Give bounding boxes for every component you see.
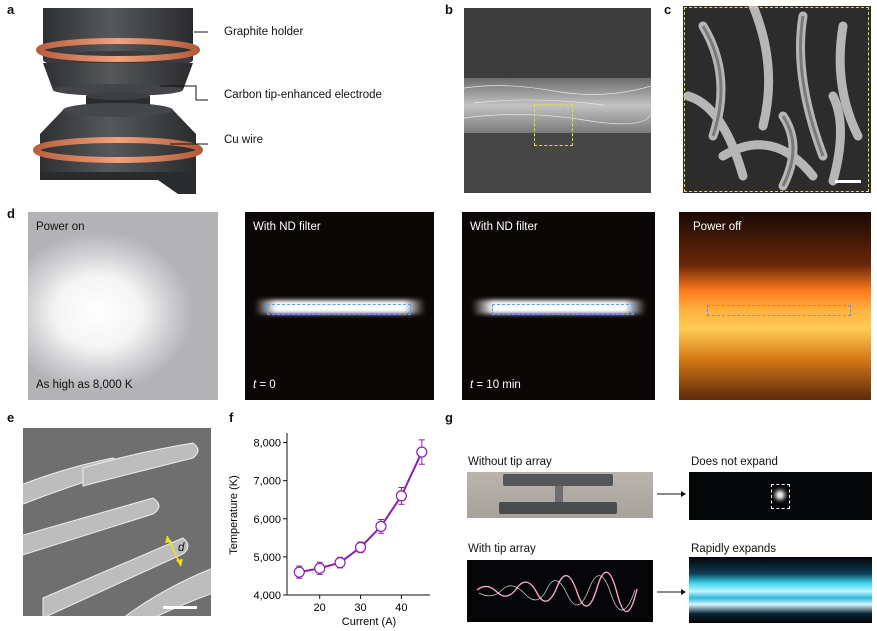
power-on-label: Power on bbox=[36, 221, 85, 233]
time-label-t0: t = 0 bbox=[253, 379, 276, 391]
panel-label-g: g bbox=[445, 410, 453, 425]
spark-region-box bbox=[771, 484, 790, 509]
power-off-label: Power off bbox=[693, 221, 742, 233]
diameter-label: d bbox=[178, 542, 185, 554]
without-tip-label: Without tip array bbox=[468, 456, 552, 468]
max-temperature-label: As high as 8,000 K bbox=[36, 379, 133, 391]
annotation-leaders bbox=[160, 31, 208, 145]
zoom-region-box bbox=[534, 104, 573, 146]
electrode-label: Carbon tip-enhanced electrode bbox=[224, 89, 382, 101]
y-tick-label: 7,000 bbox=[253, 476, 281, 488]
sem-tips: d bbox=[23, 428, 211, 616]
data-point bbox=[375, 520, 387, 532]
temperature-current-chart: Temperature (K) Current (A) 4,000 5,000 6,… bbox=[228, 433, 430, 628]
with-tip-label: With tip array bbox=[468, 543, 536, 555]
arrow-connector-bottom bbox=[657, 589, 686, 595]
y-axis-label: Temperature (K) bbox=[228, 475, 240, 554]
tip-array-art bbox=[476, 571, 638, 613]
y-tick-label: 4,000 bbox=[253, 590, 281, 602]
does-not-expand-photo bbox=[689, 472, 872, 520]
power-on-photo: Power on As high as 8,000 K bbox=[28, 212, 218, 400]
data-point bbox=[416, 446, 428, 458]
without-tip-photo bbox=[467, 472, 653, 518]
sem-tips-art bbox=[23, 442, 211, 616]
scale-bar bbox=[835, 180, 861, 183]
y-tick-label: 5,000 bbox=[253, 552, 281, 564]
graphite-holder-label: Graphite holder bbox=[224, 26, 304, 38]
time-label-t10: t = 10 min bbox=[470, 379, 521, 391]
sem-fibres bbox=[683, 6, 871, 193]
data-point bbox=[395, 490, 407, 502]
panel-label-a: a bbox=[7, 2, 15, 17]
x-axis-label: Current (A) bbox=[342, 616, 396, 628]
zoom-frame bbox=[684, 7, 869, 192]
y-tick-label: 8,000 bbox=[253, 438, 281, 450]
panel-label-d: d bbox=[7, 206, 15, 221]
panel-label-f: f bbox=[229, 410, 234, 425]
not-expand-label: Does not expand bbox=[691, 456, 778, 468]
data-point bbox=[293, 566, 305, 578]
lower-electrode bbox=[499, 502, 617, 514]
bottom-copper-coil bbox=[33, 137, 203, 163]
with-tip-photo bbox=[467, 560, 653, 622]
series-line bbox=[299, 451, 423, 574]
cu-wire-label: Cu wire bbox=[224, 134, 263, 146]
panel-label-c: c bbox=[664, 2, 672, 17]
top-copper-coil bbox=[36, 38, 200, 62]
plasma-glow bbox=[255, 300, 425, 314]
measurement-region-box bbox=[707, 305, 851, 316]
x-tick-label: 20 bbox=[314, 602, 326, 614]
data-point bbox=[334, 557, 346, 569]
data-point bbox=[314, 562, 326, 574]
panel-label-b: b bbox=[445, 2, 453, 17]
upper-electrode bbox=[503, 474, 613, 486]
expands-label: Rapidly expands bbox=[691, 543, 777, 555]
time-var: t bbox=[470, 379, 474, 391]
x-tick-label: 30 bbox=[354, 602, 366, 614]
diameter-arrow bbox=[165, 535, 183, 567]
measurement-region-box bbox=[267, 304, 411, 315]
electrode-gap bbox=[555, 486, 563, 502]
bottom-graphite-holder bbox=[40, 92, 196, 194]
nd-filter-label: With ND filter bbox=[253, 221, 321, 233]
time-value: = 10 min bbox=[473, 379, 521, 391]
sem-fibres-art bbox=[683, 6, 863, 191]
arrow-connector-top bbox=[657, 491, 686, 497]
data-point bbox=[354, 541, 367, 553]
y-tick-label: 6,000 bbox=[253, 514, 281, 526]
fibre-texture bbox=[464, 8, 651, 193]
measurement-region-box bbox=[492, 304, 634, 315]
time-value: = 0 bbox=[256, 379, 276, 391]
electrode-schematic bbox=[33, 8, 203, 194]
nd-filter-t0-photo: With ND filter t = 0 bbox=[245, 212, 434, 400]
nd-filter-label: With ND filter bbox=[470, 221, 538, 233]
scale-bar bbox=[163, 606, 197, 609]
panel-label-e: e bbox=[7, 410, 15, 425]
nd-filter-t10-photo: With ND filter t = 10 min bbox=[462, 212, 655, 400]
rapidly-expands-photo bbox=[689, 557, 872, 623]
spark bbox=[775, 490, 785, 500]
time-var: t bbox=[253, 379, 257, 391]
x-tick-label: 40 bbox=[395, 602, 407, 614]
plasma-glow bbox=[472, 300, 646, 314]
fibre-micrograph bbox=[464, 8, 651, 193]
power-off-photo: Power off bbox=[679, 212, 871, 400]
